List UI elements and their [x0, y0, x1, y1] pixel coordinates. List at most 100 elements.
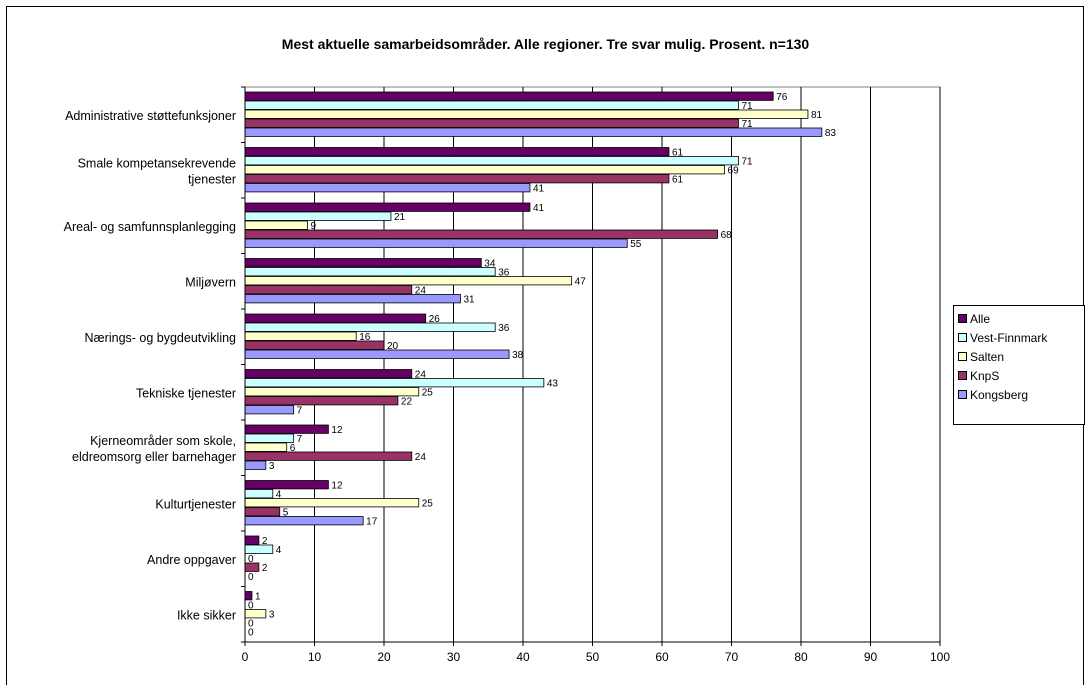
data-label: 7 [297, 406, 303, 417]
bar [244, 378, 545, 388]
category-label: Areal- og samfunnsplanlegging [64, 220, 236, 234]
bar [244, 433, 295, 443]
category-label: Smale kompetansekrevende [78, 156, 236, 170]
bar [244, 276, 573, 286]
data-label: 36 [498, 323, 510, 334]
bar [244, 591, 253, 601]
bar [244, 165, 725, 175]
data-label: 81 [811, 110, 823, 121]
bar [244, 183, 531, 193]
x-tick-label: 90 [864, 650, 878, 664]
category-label: eldreomsorg eller barnehager [72, 450, 236, 464]
x-tick-label: 40 [516, 650, 530, 664]
legend-swatch [958, 390, 967, 399]
bar [244, 211, 392, 221]
data-label: 12 [331, 481, 343, 492]
data-label: 47 [575, 277, 587, 288]
x-tick-label: 0 [242, 650, 249, 664]
category-label: Nærings- og bygdeutvikling [85, 331, 237, 345]
legend-item: Salten [958, 347, 1084, 366]
data-label: 68 [721, 230, 733, 241]
data-label: 25 [422, 388, 434, 399]
data-label: 5 [283, 508, 289, 519]
data-label: 4 [276, 490, 282, 501]
bar [244, 127, 823, 137]
data-label: 43 [547, 379, 559, 390]
bar [244, 396, 399, 406]
data-label: 61 [672, 175, 684, 186]
legend-swatch [958, 333, 967, 342]
data-label: 38 [512, 350, 524, 361]
legend-item: Alle [958, 309, 1084, 328]
data-label: 2 [262, 536, 268, 547]
data-label: 24 [415, 370, 427, 381]
bar [244, 100, 739, 110]
data-label: 0 [248, 628, 254, 639]
data-label: 36 [498, 268, 510, 279]
bar [244, 322, 496, 332]
data-label: 61 [672, 148, 684, 159]
data-label: 55 [630, 239, 642, 250]
data-label: 71 [741, 119, 753, 130]
data-label: 17 [366, 517, 378, 528]
bar [244, 238, 628, 248]
data-label: 71 [741, 101, 753, 112]
bar [244, 258, 482, 268]
legend-label: KnpS [970, 368, 1000, 383]
bar [244, 489, 274, 499]
data-label: 21 [394, 212, 406, 223]
data-label: 4 [276, 545, 282, 556]
data-label: 3 [269, 610, 275, 621]
legend-item: Vest-Finnmark [958, 328, 1084, 347]
data-label: 41 [533, 184, 545, 195]
bar [244, 544, 274, 554]
bar [244, 109, 809, 119]
bar [244, 118, 739, 128]
bar [244, 387, 420, 397]
category-label: Tekniske tjenester [136, 386, 236, 400]
legend-swatch [958, 352, 967, 361]
legend-label: Kongsberg [970, 387, 1029, 402]
chart-title: Mest aktuelle samarbeidsområder. Alle re… [281, 36, 810, 52]
bar [244, 229, 719, 239]
chart-legend: Alle Vest-Finnmark Salten KnpS Kongsberg [953, 305, 1085, 425]
data-label: 1 [255, 592, 261, 603]
bar [244, 609, 267, 619]
x-tick-label: 30 [447, 650, 461, 664]
data-label: 16 [359, 332, 371, 343]
legend-swatch [958, 314, 967, 323]
category-label: tjenester [188, 172, 236, 186]
bar [244, 562, 260, 572]
data-label: 3 [269, 461, 275, 472]
bar [244, 498, 420, 508]
bar [244, 480, 329, 490]
legend-swatch [958, 371, 967, 380]
category-label: Andre oppgaver [147, 553, 236, 567]
bar [244, 507, 281, 517]
bar [244, 340, 385, 350]
legend-item: Kongsberg [958, 385, 1084, 404]
bar [244, 202, 531, 212]
bar [244, 313, 427, 323]
category-label: Miljøvern [185, 275, 236, 289]
bar [244, 405, 295, 415]
bar [244, 451, 413, 461]
x-tick-label: 50 [586, 650, 600, 664]
data-label: 6 [290, 443, 296, 454]
x-tick-label: 20 [377, 650, 391, 664]
category-label: Kulturtjenester [155, 497, 236, 511]
bar [244, 267, 496, 277]
x-tick-label: 70 [725, 650, 739, 664]
data-label: 41 [533, 203, 545, 214]
data-label: 0 [248, 601, 254, 612]
bar [244, 174, 670, 184]
data-label: 26 [429, 314, 441, 325]
data-label: 9 [311, 221, 317, 232]
data-label: 24 [415, 286, 427, 297]
data-label: 0 [248, 554, 254, 565]
bar [244, 424, 329, 434]
category-label: Ikke sikker [177, 608, 236, 622]
bar [244, 220, 308, 230]
category-label: Administrative støttefunksjoner [65, 109, 236, 123]
data-label: 25 [422, 499, 434, 510]
